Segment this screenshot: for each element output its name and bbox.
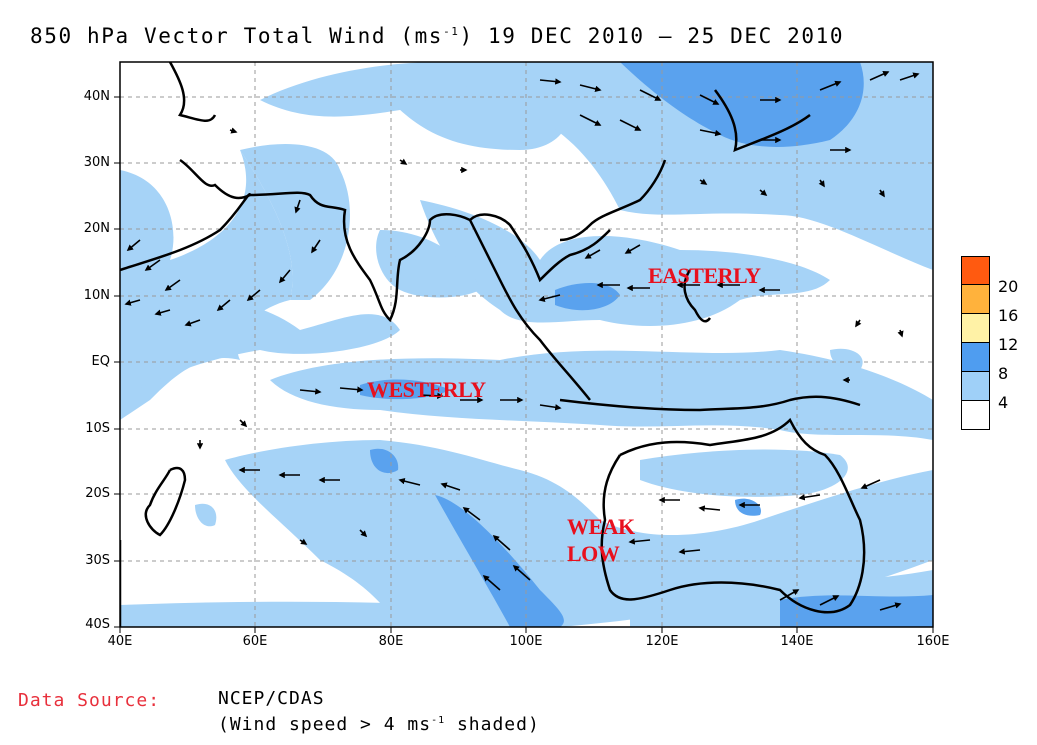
shading-note-suffix: shaded) <box>445 714 540 735</box>
data-source-name: NCEP/CDAS <box>218 688 325 709</box>
lat-label-30n: 30N <box>83 155 110 170</box>
legend-label-16: 16 <box>998 306 1019 325</box>
annotation-weak: WEAK <box>567 514 635 539</box>
lon-label-160e: 160E <box>916 634 950 649</box>
lon-label-120e: 120E <box>645 634 679 649</box>
legend-label-4: 4 <box>998 393 1009 412</box>
lat-label-30s: 30S <box>85 553 110 568</box>
lon-label-80e: 80E <box>378 634 404 649</box>
lat-label-20s: 20S <box>85 486 110 501</box>
legend-label-8: 8 <box>998 364 1009 383</box>
wind-vectors <box>124 71 920 611</box>
legend-swatch-16-20 <box>961 285 990 314</box>
title-unit-exponent: -1 <box>443 25 460 38</box>
chart-title: 850 hPa Vector Total Wind (ms-1) 19 DEC … <box>30 24 844 48</box>
shading-note: (Wind speed > 4 ms-1 shaded) <box>218 710 540 736</box>
legend-swatch-20plus <box>961 256 990 285</box>
legend-label-12: 12 <box>998 335 1019 354</box>
coastlines <box>120 62 866 627</box>
legend-swatch-below-4 <box>961 401 990 430</box>
lat-label-40s: 40S <box>85 617 110 632</box>
lon-label-60e: 60E <box>242 634 268 649</box>
shading-note-text: (Wind speed > 4 ms <box>218 714 432 735</box>
data-source-value: NCEP/CDAS (Wind speed > 4 ms-1 shaded) <box>218 688 540 736</box>
lat-label-10s: 10S <box>85 421 110 436</box>
lat-label-10n: 10N <box>83 288 110 303</box>
data-source-label: Data Source: <box>18 690 161 711</box>
legend-label-20: 20 <box>998 277 1019 296</box>
axis-ticks <box>114 96 934 633</box>
lat-label-40n: 40N <box>83 89 110 104</box>
legend-swatch-12-16 <box>961 314 990 343</box>
lat-label-20n: 20N <box>83 221 110 236</box>
annotation-low: LOW <box>567 541 620 566</box>
annotation-easterly: EASTERLY <box>648 263 761 288</box>
title-date-range: ) 19 DEC 2010 — 25 DEC 2010 <box>459 24 845 48</box>
lon-label-100e: 100E <box>509 634 543 649</box>
legend-swatch-4-8 <box>961 372 990 401</box>
lon-label-140e: 140E <box>780 634 814 649</box>
legend-swatch-8-12 <box>961 343 990 372</box>
lon-label-40e: 40E <box>107 634 133 649</box>
lat-label-eq: EQ <box>91 354 110 369</box>
colorbar-legend <box>961 256 990 430</box>
annotation-westerly: WESTERLY <box>367 377 486 402</box>
shading-note-exponent: -1 <box>431 715 446 726</box>
lat-lon-grid <box>120 62 933 627</box>
title-text: 850 hPa Vector Total Wind (ms <box>30 24 444 48</box>
